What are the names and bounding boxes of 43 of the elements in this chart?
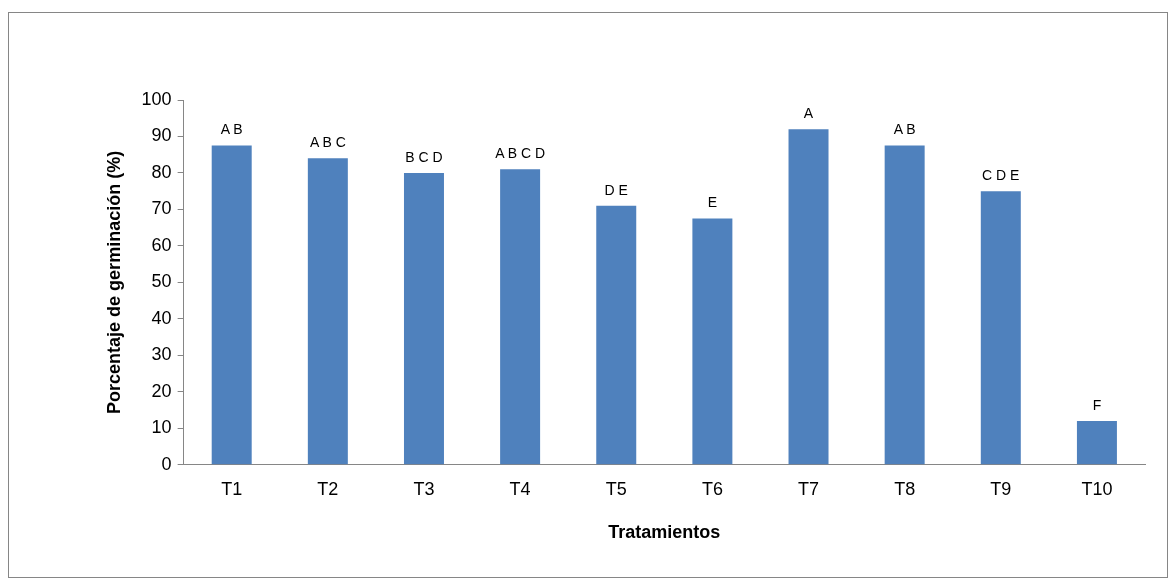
x-tick-label: T7 (798, 478, 820, 499)
y-tick-label: 70 (151, 198, 172, 219)
annotation: A (803, 105, 814, 122)
bar (980, 191, 1021, 465)
y-tick-label: 0 (161, 453, 172, 474)
bar (884, 145, 925, 465)
x-tick-label: T5 (605, 478, 627, 499)
annotation: D E (604, 181, 628, 198)
y-tick-label: 20 (151, 380, 172, 401)
y-tick-label: 90 (151, 125, 172, 146)
y-tick-label: 100 (141, 88, 172, 109)
x-tick-label: T6 (701, 478, 723, 499)
annotation: E (707, 194, 718, 211)
bar (403, 172, 444, 465)
x-tick-label: T1 (221, 478, 243, 499)
y-tick-label: 50 (151, 271, 172, 292)
x-tick-label: T2 (317, 478, 339, 499)
bar (307, 158, 348, 465)
bar (211, 145, 252, 465)
y-tick-label: 40 (151, 307, 172, 328)
annotation: A B C (309, 134, 346, 151)
y-axis-title: Porcentaje de germinación (%) (103, 150, 124, 414)
x-tick-label: T4 (509, 478, 531, 499)
x-axis-title: Tratamientos (608, 522, 721, 543)
x-tick-label: T9 (990, 478, 1012, 499)
bar (596, 205, 637, 465)
annotation: F (1092, 396, 1102, 413)
bar (1076, 421, 1117, 465)
x-tick-label: T8 (894, 478, 916, 499)
bar (500, 169, 541, 465)
y-tick-label: 80 (151, 161, 172, 182)
annotation: A B (220, 121, 243, 138)
x-tick-label: T10 (1081, 478, 1113, 499)
bar (788, 129, 829, 465)
x-tick-label: T3 (413, 478, 435, 499)
y-tick-label: 60 (151, 234, 172, 255)
annotation: B C D (405, 148, 443, 165)
y-tick-label: 30 (151, 344, 172, 365)
annotation: C D E (982, 167, 1020, 184)
bar (692, 218, 733, 465)
annotation: A B C D (495, 145, 546, 162)
annotation: A B (893, 121, 916, 138)
y-tick-label: 10 (151, 417, 172, 438)
